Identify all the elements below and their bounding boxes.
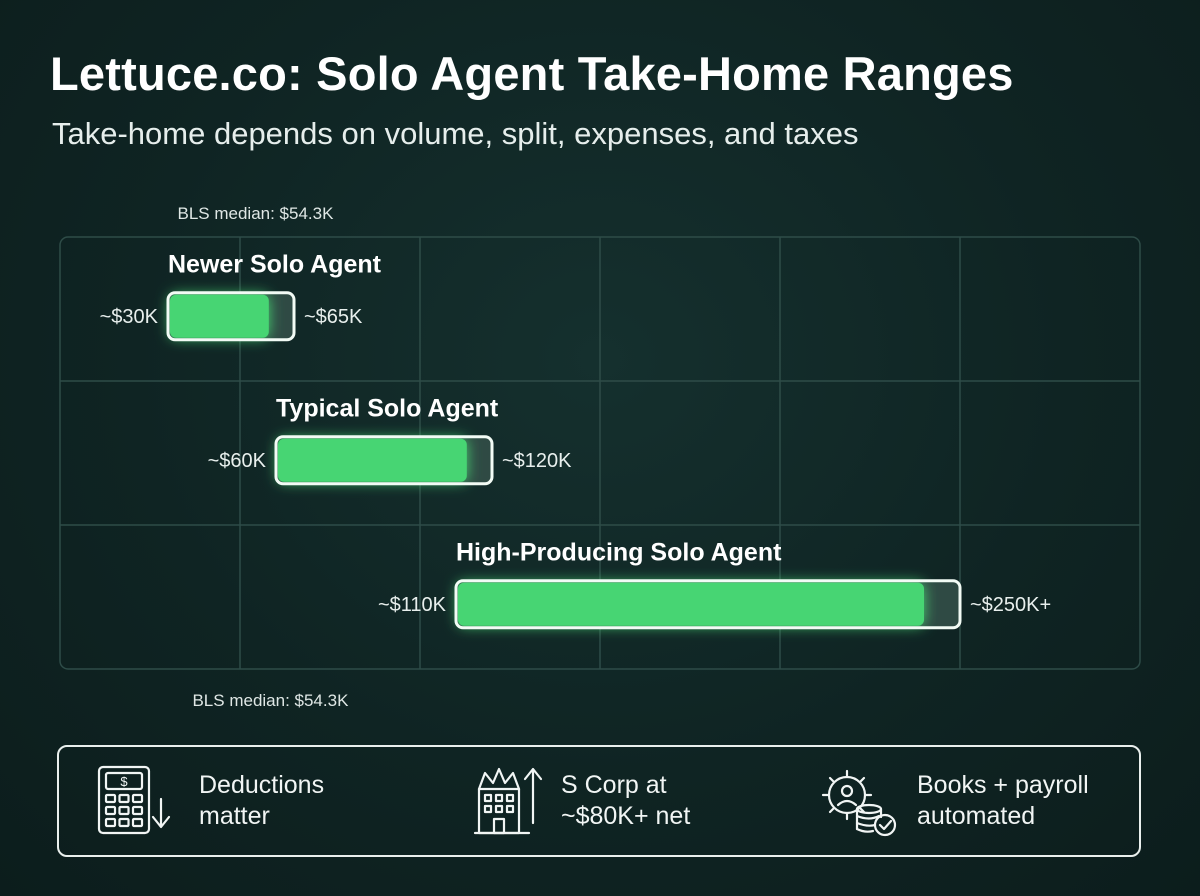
footer-panel: $ Deductions matter S Corp at ~$80K+ net [57, 745, 1141, 857]
median-label-top: BLS median: $54.3K [178, 204, 335, 223]
range-bar-group: Typical Solo Agent ~$60K ~$120K [208, 395, 572, 486]
range-bars: Newer Solo Agent ~$30K ~$65K Typical Solo A… [100, 251, 1051, 630]
range-bar-outline [454, 579, 962, 630]
range-bar-group: High-Producing Solo Agent ~$110K ~$250K+ [378, 539, 1051, 630]
range-bar [170, 294, 269, 338]
footer-item-s-corp: S Corp at ~$80K+ net [467, 747, 690, 854]
building-growth-icon [473, 767, 543, 834]
range-bar-outline [274, 435, 494, 486]
footer-text-deductions: Deductions matter [199, 770, 325, 830]
chart-subtitle: Take-home depends on volume, split, expe… [52, 116, 859, 151]
footer-item-books-payroll: Books + payroll automated [817, 747, 1089, 854]
footer-text-s-corp: S Corp at ~$80K+ net [561, 770, 691, 830]
range-bar-group: Newer Solo Agent ~$30K ~$65K [100, 251, 382, 342]
footer-text-books-payroll: Books + payroll automated [917, 770, 1089, 830]
category-label: Newer Solo Agent [168, 251, 382, 279]
low-value-label: ~$30K [100, 306, 159, 328]
low-value-label: ~$60K [208, 450, 267, 472]
range-chart: BLS median: $54.3K BLS median: $54.3K New… [59, 204, 1141, 710]
footer-item-deductions: $ Deductions matter [95, 747, 324, 854]
calculator-icon: $ [97, 765, 171, 834]
high-value-label: ~$250K+ [970, 594, 1051, 616]
high-value-label: ~$65K [304, 306, 363, 328]
gear-coins-icon [821, 769, 897, 836]
range-bar [458, 582, 924, 626]
category-label: High-Producing Solo Agent [456, 539, 782, 567]
svg-text:$: $ [120, 774, 128, 789]
median-label-bottom: BLS median: $54.3K [192, 691, 349, 710]
high-value-label: ~$120K [502, 450, 572, 472]
low-value-label: ~$110K [378, 594, 447, 616]
chart-title: Lettuce.co: Solo Agent Take-Home Ranges [50, 47, 1014, 100]
range-bar-outline [166, 291, 296, 342]
category-label: Typical Solo Agent [276, 395, 499, 423]
range-bar [278, 438, 467, 482]
